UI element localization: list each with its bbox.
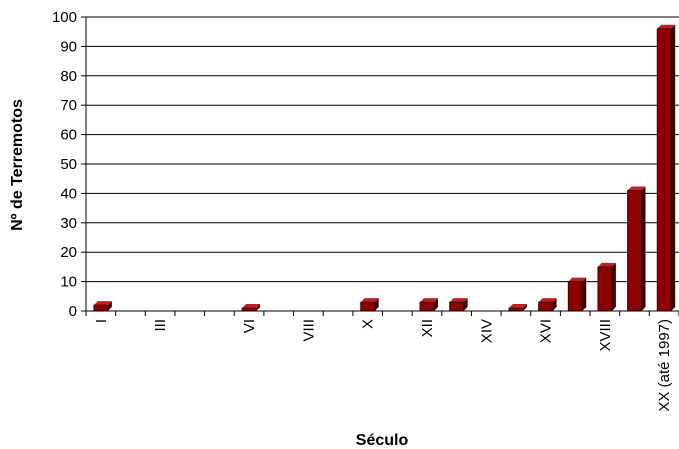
x-tick-label: X	[360, 319, 377, 329]
bar	[538, 298, 557, 312]
x-tick-label: XX (até 1997)	[656, 319, 673, 412]
y-tick-label: 70	[60, 97, 77, 114]
bar-side	[552, 298, 557, 311]
bar-front	[656, 28, 672, 312]
y-tick-label: 20	[60, 244, 77, 261]
x-tick-label: XVIII	[597, 319, 614, 352]
bar-side	[433, 298, 438, 311]
bar-top	[360, 298, 379, 303]
bar-top	[538, 298, 557, 303]
bar-top	[627, 186, 646, 191]
bar-side	[671, 24, 676, 311]
y-axis-ticks: 0 10 20 30 40 50 60 70 80 90 100	[52, 9, 86, 320]
bar-front	[627, 190, 642, 312]
bar-top	[93, 301, 112, 306]
bar-front	[449, 301, 465, 312]
bar-top	[568, 277, 587, 282]
bar-top	[657, 24, 676, 29]
bar-front	[360, 301, 376, 312]
bar-front	[93, 304, 109, 312]
y-tick-label: 90	[60, 38, 77, 55]
y-tick-label: 100	[52, 9, 77, 26]
bar-side	[107, 301, 112, 311]
y-tick-label: 80	[60, 68, 77, 85]
bar-front	[419, 301, 435, 312]
x-tick-label: VIII	[300, 319, 317, 342]
bar-side	[463, 298, 468, 311]
x-tick-label: XII	[419, 319, 436, 337]
bar-front	[538, 301, 553, 312]
y-axis-title: Nº de Terremotos	[9, 99, 26, 231]
x-tick-label: VI	[241, 319, 258, 333]
bar-front	[597, 266, 613, 312]
bar	[449, 298, 468, 312]
x-tick-label: XIV	[478, 319, 495, 343]
bar-top	[419, 298, 438, 303]
bar-side	[641, 186, 646, 311]
bar	[567, 277, 587, 312]
y-tick-label: 50	[60, 156, 77, 173]
x-tick-label: III	[152, 319, 169, 332]
bar-side	[582, 277, 587, 311]
bar-top	[242, 304, 261, 309]
bar	[508, 304, 527, 312]
bar	[627, 186, 646, 312]
bar	[241, 304, 261, 312]
y-tick-label: 0	[69, 303, 77, 320]
bar	[360, 298, 379, 312]
y-tick-label: 10	[60, 274, 77, 291]
y-tick-label: 30	[60, 215, 77, 232]
bar-side	[611, 262, 616, 311]
bar	[597, 262, 616, 312]
bar-side	[522, 304, 527, 311]
bar-side	[256, 304, 261, 311]
gridlines	[86, 16, 679, 312]
bar-top	[597, 262, 616, 267]
bar-top	[508, 304, 527, 309]
x-tick-label: I	[93, 319, 110, 323]
x-axis-ticks: I III VI VIII X XII XIV XVI XVIII XX (até 1997)	[85, 311, 679, 412]
bars	[93, 24, 676, 312]
bar-top	[449, 298, 468, 303]
x-tick-label: XVI	[538, 319, 555, 343]
bar-front	[567, 281, 583, 312]
y-tick-label: 40	[60, 185, 77, 202]
bar	[93, 301, 112, 312]
bar	[419, 298, 438, 312]
y-tick-label: 60	[60, 127, 77, 144]
bar-side	[374, 298, 379, 311]
bar	[656, 24, 676, 312]
x-axis-title: Século	[356, 432, 409, 449]
